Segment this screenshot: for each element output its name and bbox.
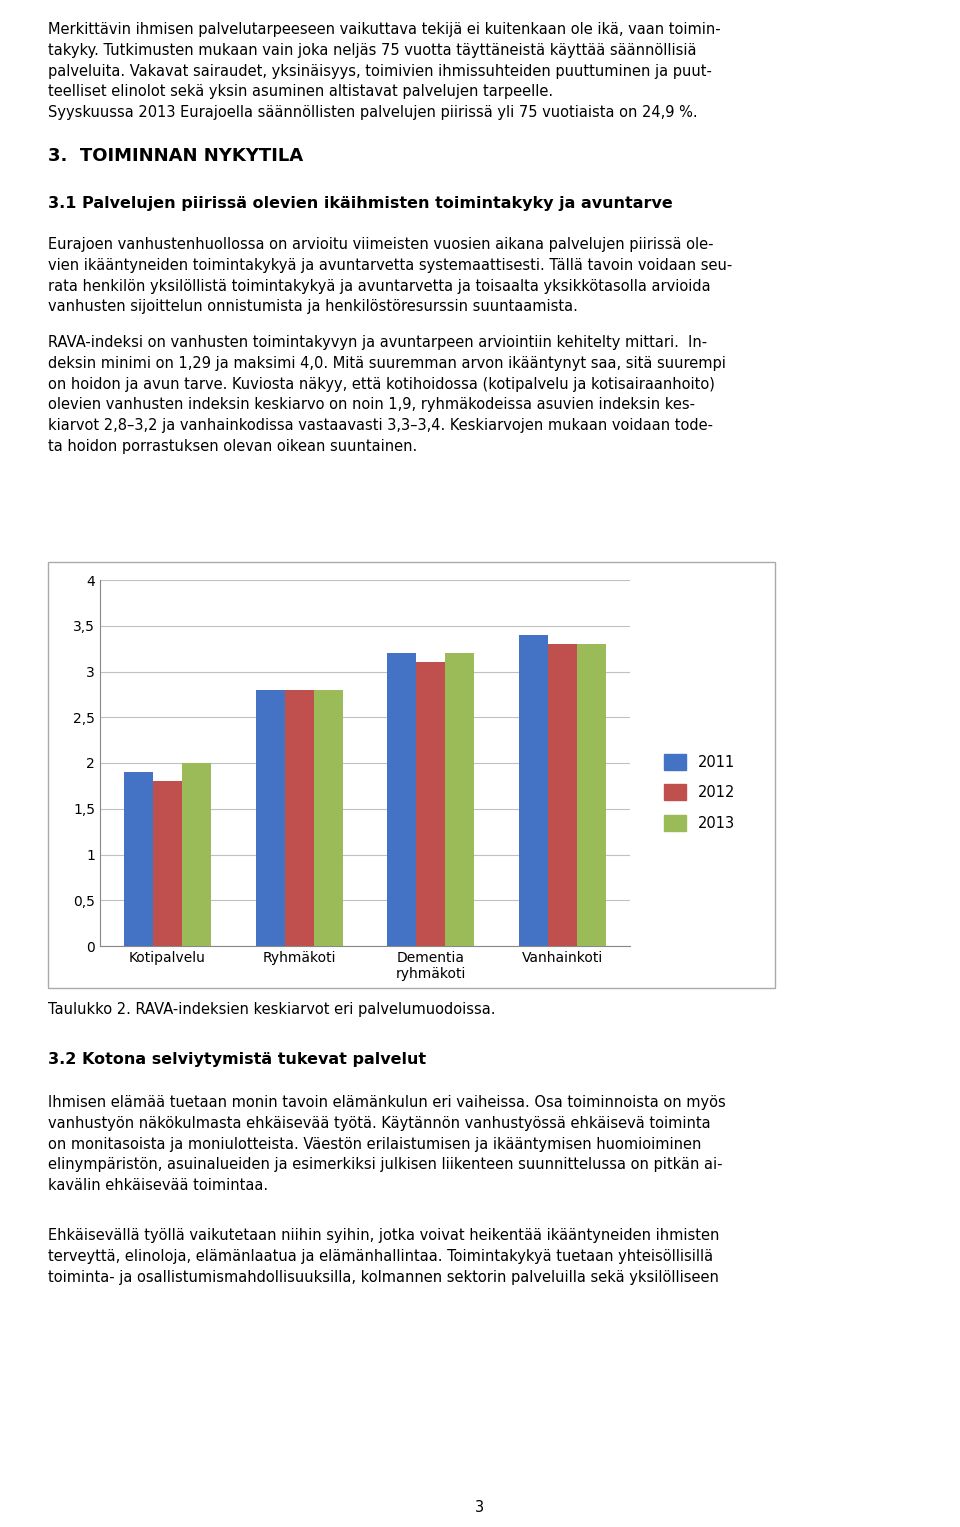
Bar (417, 663, 445, 947)
Text: 3: 3 (475, 1500, 485, 1515)
Bar (48, 562, 775, 988)
Bar (255, 690, 285, 947)
Text: Merkittävin ihmisen palvelutarpeeseen vaikuttava tekijä ei kuitenkaan ole ikä, v: Merkittävin ihmisen palvelutarpeeseen va… (48, 21, 721, 121)
Bar (182, 764, 211, 947)
Text: 3.2 Kotona selviytymistä tukevat palvelut: 3.2 Kotona selviytymistä tukevat palvelu… (48, 1052, 426, 1067)
Bar (124, 773, 153, 947)
Bar (153, 782, 182, 947)
Text: 3.1 Palvelujen piirissä olevien ikäihmisten toimintakyky ja avuntarve: 3.1 Palvelujen piirissä olevien ikäihmis… (48, 195, 673, 211)
Bar (445, 654, 474, 947)
Bar (388, 654, 417, 947)
Text: Taulukko 2. RAVA-indeksien keskiarvot eri palvelumuodoissa.: Taulukko 2. RAVA-indeksien keskiarvot er… (48, 1002, 495, 1017)
Text: 3.  TOIMINNAN NYKYTILA: 3. TOIMINNAN NYKYTILA (48, 147, 303, 165)
Bar (314, 690, 343, 947)
Text: Ehkäisevällä työllä vaikutetaan niihin syihin, jotka voivat heikentää ikääntynei: Ehkäisevällä työllä vaikutetaan niihin s… (48, 1228, 719, 1284)
Bar (519, 635, 548, 947)
Text: RAVA-indeksi on vanhusten toimintakyvyn ja avuntarpeen arviointiin kehitelty mit: RAVA-indeksi on vanhusten toimintakyvyn … (48, 334, 726, 454)
Bar (577, 644, 606, 947)
Bar (548, 644, 577, 947)
Text: Eurajoen vanhustenhuollossa on arvioitu viimeisten vuosien aikana palvelujen pii: Eurajoen vanhustenhuollossa on arvioitu … (48, 237, 732, 315)
Legend: 2011, 2012, 2013: 2011, 2012, 2013 (659, 748, 741, 837)
Text: Ihmisen elämää tuetaan monin tavoin elämänkulun eri vaiheissa. Osa toiminnoista : Ihmisen elämää tuetaan monin tavoin eläm… (48, 1095, 726, 1193)
Bar (285, 690, 314, 947)
